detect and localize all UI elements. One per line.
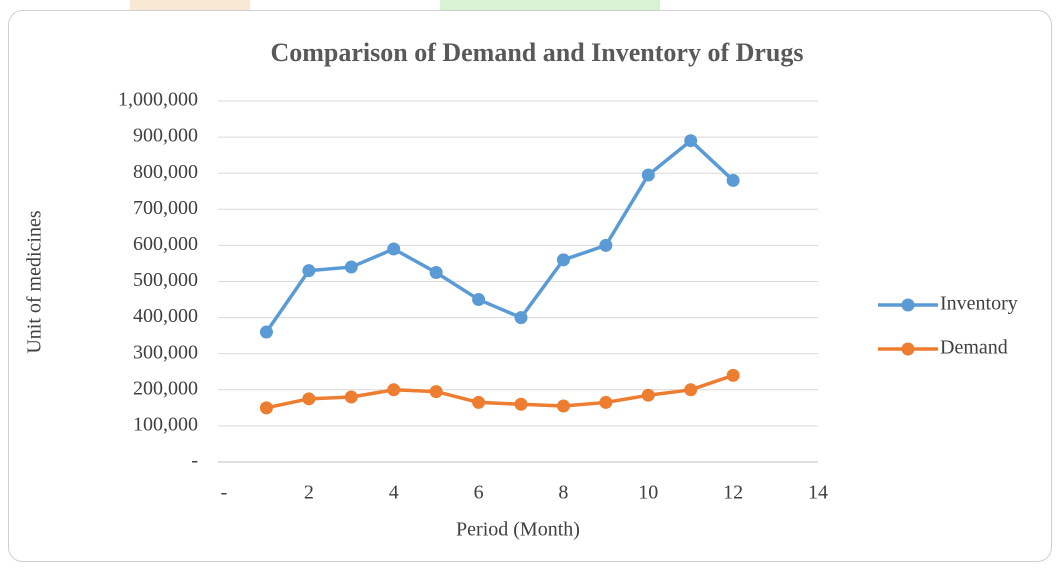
y-axis-title: Unit of medicines: [24, 210, 46, 354]
y-tick-label: 300,000: [133, 341, 198, 363]
data-point: [344, 390, 358, 404]
data-point: [302, 392, 316, 406]
data-point: [429, 265, 443, 279]
x-axis-title: Period (Month): [456, 519, 580, 541]
x-tick-label: -: [221, 482, 228, 504]
legend-label: Inventory: [940, 293, 1018, 315]
chart-frame: [8, 10, 1052, 562]
x-tick-label: 4: [389, 482, 399, 504]
data-point: [387, 383, 401, 397]
data-point: [556, 253, 570, 267]
legend-label: Demand: [940, 337, 1008, 359]
data-point: [344, 260, 358, 274]
data-point: [599, 238, 613, 252]
data-point: [556, 399, 570, 413]
x-tick-label: 2: [304, 482, 314, 504]
x-tick-label: 14: [808, 482, 828, 504]
y-tick-label: 1,000,000: [118, 89, 198, 111]
x-tick-label: 6: [474, 482, 484, 504]
data-point: [472, 293, 486, 307]
x-tick-label: 12: [723, 482, 743, 504]
data-point: [514, 311, 528, 325]
y-tick-label: 600,000: [133, 233, 198, 255]
y-tick-label: 200,000: [133, 377, 198, 399]
data-point: [726, 368, 740, 382]
chart-title: Comparison of Demand and Inventory of Dr…: [270, 38, 803, 67]
data-point: [302, 264, 316, 278]
y-tick-label: 100,000: [133, 413, 198, 435]
y-tick-label: 900,000: [133, 125, 198, 147]
y-tick-label: 400,000: [133, 305, 198, 327]
data-point: [259, 325, 273, 339]
series-line: [264, 138, 735, 334]
data-point: [684, 134, 698, 148]
data-point: [684, 383, 698, 397]
data-point: [514, 397, 528, 411]
data-point: [599, 395, 613, 409]
data-point: [641, 168, 655, 182]
y-tick-label: 700,000: [133, 197, 198, 219]
watermark: [440, 0, 660, 10]
y-tick-label: 800,000: [133, 161, 198, 183]
data-point: [387, 242, 401, 256]
y-tick-label: 500,000: [133, 269, 198, 291]
data-point: [726, 173, 740, 187]
x-tick-label: 8: [558, 482, 568, 504]
x-tick-label: 10: [638, 482, 658, 504]
legend-marker: [901, 342, 915, 356]
data-point: [259, 401, 273, 415]
data-point: [429, 385, 443, 399]
watermark: [130, 0, 250, 10]
series-line: [266, 373, 734, 410]
data-point: [641, 388, 655, 402]
legend-marker: [901, 298, 915, 312]
data-point: [472, 395, 486, 409]
y-tick-label: -: [191, 450, 198, 472]
